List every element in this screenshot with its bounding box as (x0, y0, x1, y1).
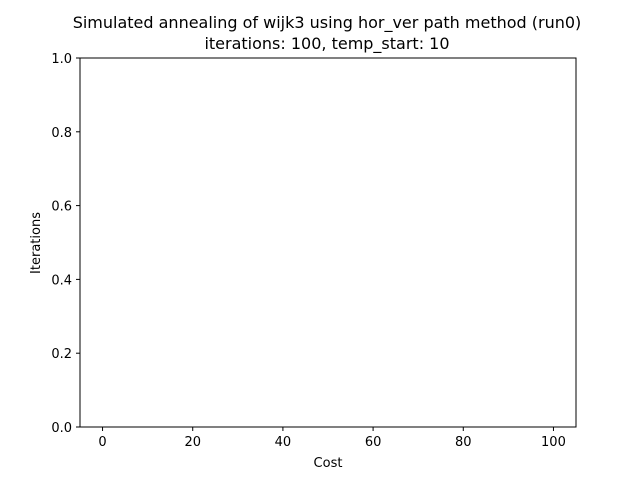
plot-area (80, 58, 576, 427)
y-tick-label: 0.2 (51, 347, 72, 362)
chart-title: Simulated annealing of wijk3 using hor_v… (73, 13, 582, 33)
x-tick-label: 40 (275, 435, 292, 450)
y-axis-label: Iterations (29, 212, 44, 274)
x-axis: 0 20 40 60 80 100 (98, 427, 566, 450)
y-tick-label: 0.8 (51, 126, 72, 141)
x-tick-label: 0 (98, 435, 106, 450)
x-tick-label: 100 (541, 435, 566, 450)
y-tick-label: 0.0 (51, 421, 72, 436)
plot-frame (79, 57, 577, 428)
x-axis-label: Cost (314, 456, 343, 471)
chart-subtitle: iterations: 100, temp_start: 10 (204, 34, 449, 54)
x-tick-label: 60 (365, 435, 382, 450)
x-tick-label: 80 (455, 435, 472, 450)
x-tick-label: 20 (184, 435, 201, 450)
y-tick-label: 0.6 (51, 200, 72, 215)
y-axis: 0.0 0.2 0.4 0.6 0.8 1.0 (51, 52, 80, 436)
y-tick-label: 0.4 (51, 273, 72, 288)
y-tick-label: 1.0 (51, 52, 72, 67)
